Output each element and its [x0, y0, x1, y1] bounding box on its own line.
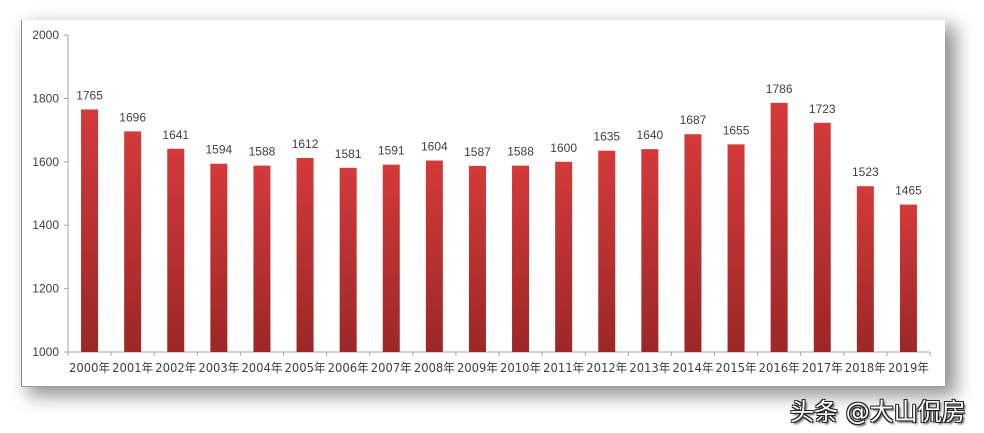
x-tick-label: 2009年 [457, 361, 498, 375]
x-tick-label: 2016年 [759, 361, 800, 375]
data-label: 1581 [335, 147, 362, 161]
data-label: 1723 [809, 102, 836, 116]
data-label: 1635 [593, 130, 620, 144]
data-label: 1465 [895, 184, 922, 198]
x-tick-label: 2012年 [586, 361, 627, 375]
data-label: 1612 [292, 137, 319, 151]
x-tick-label: 2011年 [543, 361, 584, 375]
y-tick-label: 1200 [32, 282, 59, 296]
x-tick-label: 2002年 [155, 361, 196, 375]
bar [296, 157, 314, 352]
bars [81, 102, 917, 353]
x-tick-label: 2019年 [888, 361, 929, 375]
x-tick-label: 2004年 [241, 361, 282, 375]
y-tick-label: 1400 [32, 218, 59, 232]
data-label: 1587 [464, 145, 491, 159]
bar [210, 163, 228, 352]
data-labels: 1765 1696 1641 1594 1588 1612 1581 1591 1604 1587… [76, 82, 922, 198]
data-label: 1641 [162, 128, 189, 142]
bar [382, 164, 400, 352]
data-label: 1600 [550, 141, 577, 155]
y-tick-label: 1600 [32, 155, 59, 169]
x-tick-label: 2007年 [371, 361, 412, 375]
bar [512, 165, 530, 352]
bar [253, 165, 271, 352]
data-label: 1604 [421, 140, 448, 154]
data-label: 1588 [507, 145, 534, 159]
x-tick-label: 2018年 [845, 361, 886, 375]
bar [468, 165, 486, 352]
bar [81, 109, 99, 353]
data-label: 1655 [723, 123, 750, 137]
bar [899, 204, 917, 352]
x-tick-label: 2001年 [112, 361, 153, 375]
data-label: 1786 [766, 82, 793, 96]
bar [727, 144, 745, 352]
x-tick-label: 2015年 [716, 361, 757, 375]
data-label: 1594 [205, 143, 232, 157]
data-label: 1523 [852, 165, 879, 179]
x-tick-label: 2005年 [285, 361, 326, 375]
x-tick-label: 2006年 [328, 361, 369, 375]
bar [555, 161, 573, 352]
bar [770, 102, 788, 352]
x-tick-label: 2008年 [414, 361, 455, 375]
data-label: 1687 [680, 113, 707, 127]
x-tick-label: 2014年 [672, 361, 713, 375]
bar [813, 122, 831, 353]
x-tick-label: 2013年 [629, 361, 670, 375]
x-tick-label: 2000年 [69, 361, 110, 375]
data-label: 1696 [119, 110, 146, 124]
data-label: 1591 [378, 144, 405, 158]
x-tick-label: 2010年 [500, 361, 541, 375]
bar [339, 167, 357, 352]
x-tick-label: 2017年 [802, 361, 843, 375]
data-label: 1588 [249, 145, 276, 159]
watermark: 头条 @大山侃房 [790, 398, 966, 426]
x-tick-label: 2003年 [198, 361, 239, 375]
bar [684, 134, 702, 352]
bar [641, 149, 659, 352]
bar [425, 160, 443, 352]
y-tick-label: 1000 [32, 345, 59, 359]
bar [598, 150, 616, 352]
data-label: 1765 [76, 88, 103, 102]
bar [856, 186, 874, 352]
bar [167, 148, 185, 352]
data-label: 1640 [636, 128, 663, 142]
bar [124, 131, 142, 352]
y-tick-label: 1800 [32, 91, 59, 105]
y-tick-label: 2000 [32, 28, 59, 42]
